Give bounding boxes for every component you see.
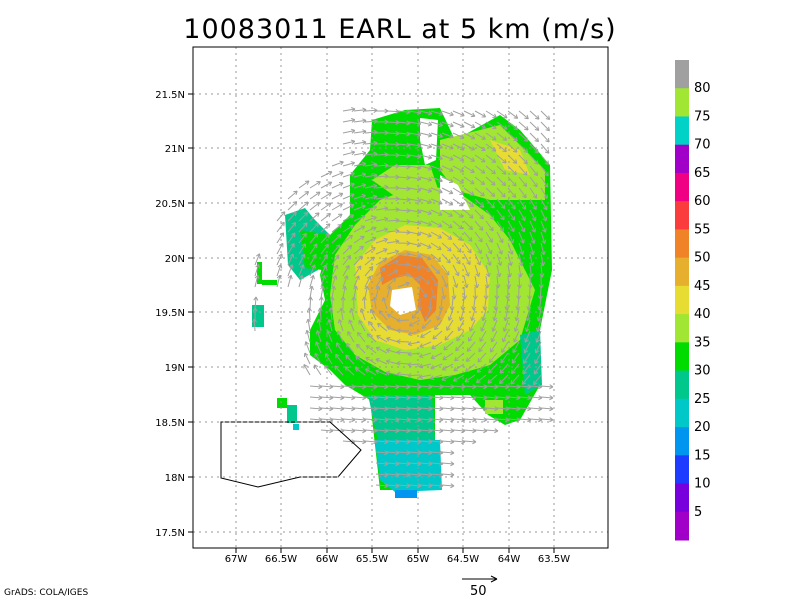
map-frame (192, 46, 609, 549)
colorbar-swatch (675, 370, 689, 400)
lat-tick-label: 20.5N (155, 199, 185, 210)
colorbar-swatch (675, 314, 689, 343)
colorbar-label: 70 (694, 138, 711, 153)
colorbar-label: 55 (694, 222, 711, 237)
lon-tick-label: 67W (225, 554, 248, 565)
lon-tick-label: 65W (407, 554, 430, 565)
lat-tick-label: 21N (165, 144, 185, 155)
colorbar-label: 80 (694, 81, 711, 96)
colorbar-swatch (675, 88, 689, 117)
colorbar-swatch (675, 511, 689, 541)
colorbar-swatch (675, 116, 689, 146)
field-south-arm-cyan (375, 440, 442, 492)
vector-reference-label: 50 (470, 584, 487, 599)
colorbar-label: 35 (694, 335, 711, 350)
lon-tick-label: 66.5W (265, 554, 297, 565)
plot-title: 10083011 EARL at 5 km (m/s) (183, 14, 617, 45)
colorbar-label: 15 (694, 448, 711, 463)
field-patch-3 (252, 305, 264, 327)
latitude-labels: 21.5N 21N 20.5N 20N 19.5N 19N 18.5N 18N 17.5N (155, 90, 193, 539)
lat-tick-label: 18N (165, 473, 185, 484)
colorbar-label: 30 (694, 364, 711, 379)
longitude-labels: 67W 66.5W 66W 65.5W 65W 64.5W 64W 63.5W (225, 548, 570, 565)
field-north-40 (372, 165, 440, 200)
field-eye (390, 287, 416, 315)
colorbar-label: 40 (694, 307, 711, 322)
colorbar-label: 50 (694, 251, 711, 266)
colorbar-label: 5 (694, 505, 702, 520)
field-east-40 (485, 400, 503, 414)
colorbar-label: 25 (694, 392, 711, 407)
colorbar-label: 75 (694, 109, 711, 124)
colorbar-swatch (675, 455, 689, 485)
lat-tick-label: 17.5N (155, 528, 185, 539)
lat-tick-label: 21.5N (155, 90, 185, 101)
field-gap-ne (440, 175, 470, 210)
colorbar-swatch (675, 172, 689, 202)
colorbar-swatch (675, 398, 689, 428)
vector-reference-arrow (462, 575, 498, 583)
lon-tick-label: 66W (316, 554, 339, 565)
lon-tick-label: 63.5W (538, 554, 570, 565)
colorbar-swatch (675, 229, 689, 259)
lon-tick-label: 64W (498, 554, 521, 565)
colorbar-label: 65 (694, 166, 711, 181)
colorbar: 80 75 70 65 60 55 50 45 40 35 30 25 20 15 10 5 (675, 60, 711, 541)
colorbar-swatch (675, 342, 689, 372)
field-west-arm-green (300, 230, 330, 270)
colorbar-swatch (675, 285, 689, 315)
colorbar-swatch (675, 201, 689, 230)
lat-tick-label: 19N (165, 363, 185, 374)
lat-tick-label: 20N (165, 254, 185, 265)
lat-tick-label: 19.5N (155, 308, 185, 319)
colorbar-swatch (675, 483, 689, 513)
colorbar-swatch (675, 60, 689, 89)
field-patch-2 (262, 280, 277, 285)
field-gap-north (420, 118, 438, 165)
colorbar-swatch (675, 257, 689, 287)
field-patch-5 (287, 405, 297, 423)
wind-vectors (252, 107, 554, 489)
field-patch-1 (257, 262, 262, 284)
field-patch-4 (277, 398, 287, 408)
field-east-teal (520, 330, 542, 395)
lon-tick-label: 64.5W (447, 554, 479, 565)
lon-tick-label: 65.5W (356, 554, 388, 565)
colorbar-label: 20 (694, 420, 711, 435)
lat-tick-label: 18.5N (155, 418, 185, 429)
colorbar-swatch (675, 427, 689, 456)
colorbar-label: 60 (694, 194, 711, 209)
colorbar-swatch (675, 144, 689, 174)
field-south-tip (395, 490, 417, 498)
colorbar-label: 10 (694, 477, 711, 492)
field-patch-6 (293, 424, 299, 430)
credit-label: GrADS: COLA/IGES (4, 588, 89, 598)
colorbar-label: 45 (694, 279, 711, 294)
